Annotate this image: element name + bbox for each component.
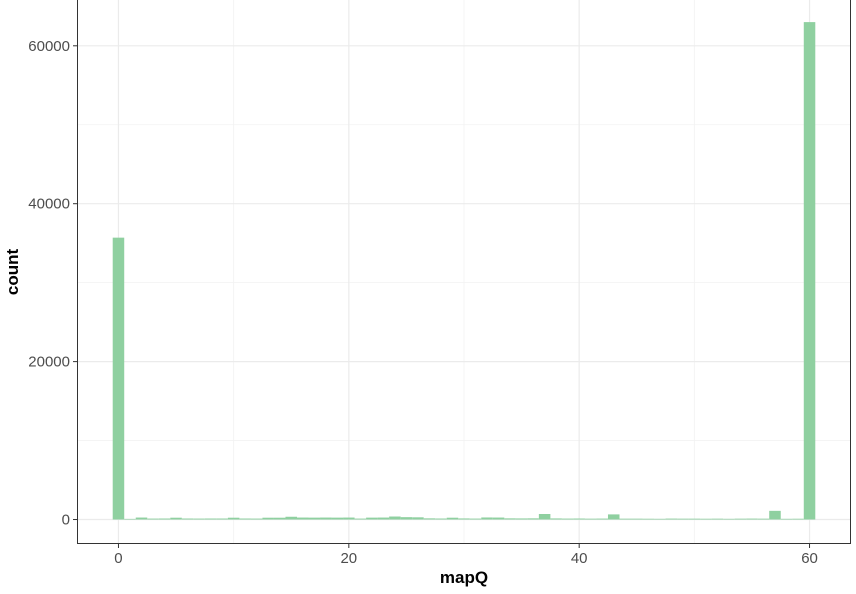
histogram-bar <box>792 518 804 520</box>
histogram-bars <box>112 22 816 520</box>
histogram-bar <box>561 518 574 520</box>
histogram-bar <box>124 518 136 520</box>
histogram-bar <box>239 518 251 520</box>
histogram-bar <box>112 237 125 520</box>
histogram-bar <box>642 518 655 520</box>
y-tick-label: 20000 <box>28 354 70 371</box>
histogram-bar <box>285 516 297 520</box>
histogram-bar <box>400 517 413 520</box>
histogram-bar <box>273 517 286 520</box>
histogram-bar <box>389 516 401 520</box>
x-axis-title: mapQ <box>440 568 488 587</box>
histogram-bar <box>711 518 724 520</box>
y-tick-label: 0 <box>62 512 70 529</box>
x-tick-label: 60 <box>801 550 818 567</box>
histogram-bar <box>769 510 781 520</box>
histogram-bar <box>227 517 240 520</box>
histogram-bar <box>343 517 355 520</box>
histogram-bar <box>688 518 701 520</box>
histogram-bar <box>596 518 608 520</box>
histogram-bar <box>654 518 666 520</box>
x-tick-label: 0 <box>114 550 122 567</box>
histogram-bar <box>584 518 597 520</box>
y-axis-title: count <box>3 249 22 296</box>
histogram-bar <box>308 517 321 520</box>
histogram-bar <box>435 518 447 520</box>
histogram-bar <box>780 518 793 520</box>
histogram-bar <box>135 517 148 520</box>
histogram-bar <box>216 518 228 520</box>
histogram-bar <box>458 518 470 520</box>
y-axis: 0 20000 40000 60000 <box>28 38 77 529</box>
histogram-bar <box>446 517 459 520</box>
histogram-bar <box>262 517 274 520</box>
histogram-bar <box>296 517 309 520</box>
histogram-bar <box>631 518 643 520</box>
histogram-bar <box>412 517 424 520</box>
histogram-bar <box>538 513 551 520</box>
grid-lines <box>77 0 851 544</box>
histogram-bar <box>700 518 712 520</box>
histogram-bar <box>170 517 182 520</box>
histogram-bar <box>331 517 344 520</box>
histogram-bar <box>619 518 632 520</box>
histogram-bar <box>492 517 505 520</box>
y-tick-label: 40000 <box>28 196 70 213</box>
histogram-bar <box>757 518 770 520</box>
histogram-bar <box>193 518 205 520</box>
histogram-bar <box>469 518 482 520</box>
histogram-bar <box>527 518 539 520</box>
histogram-bar <box>677 518 689 520</box>
histogram-bar <box>573 518 585 520</box>
y-tick-label: 60000 <box>28 38 70 55</box>
x-tick-label: 40 <box>571 550 588 567</box>
histogram-bar <box>550 518 562 520</box>
histogram-bar <box>204 518 217 520</box>
histogram-bar <box>504 518 516 520</box>
histogram-bar <box>354 518 367 520</box>
histogram-bar <box>607 514 620 520</box>
x-axis: 0 20 40 60 <box>114 544 818 567</box>
histogram-bar <box>250 518 263 520</box>
histogram-bar <box>181 518 194 520</box>
histogram-bar <box>665 518 678 520</box>
histogram-bar <box>158 518 171 520</box>
histogram-bar <box>423 518 436 520</box>
histogram-bar <box>746 518 758 520</box>
histogram-bar <box>366 517 378 520</box>
histogram-bar <box>320 517 332 520</box>
histogram-bar <box>377 517 390 520</box>
histogram-bar <box>734 518 747 520</box>
histogram-bar <box>481 517 493 520</box>
x-tick-label: 20 <box>340 550 357 567</box>
panel-border <box>77 0 851 544</box>
histogram-bar <box>147 518 159 520</box>
histogram-bar <box>803 22 816 520</box>
histogram-bar <box>515 518 528 520</box>
histogram-bar <box>723 518 735 520</box>
